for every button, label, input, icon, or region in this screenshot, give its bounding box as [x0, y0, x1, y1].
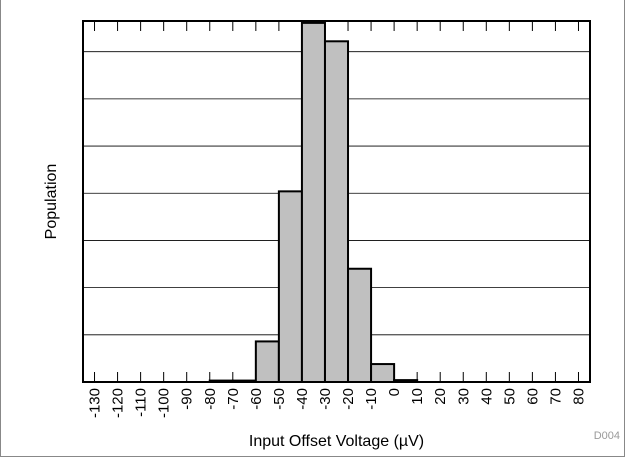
- x-tick-label-3: -100: [156, 388, 173, 418]
- x-tick-label-6: -70: [225, 388, 242, 410]
- plot-area-border: [82, 20, 591, 383]
- x-tick-label-18: 50: [501, 388, 518, 405]
- x-tick-label-21: 80: [570, 388, 587, 405]
- x-tick-label-15: 20: [432, 388, 449, 405]
- bar-5: [323, 40, 350, 383]
- x-tick-label-4: -90: [179, 388, 196, 410]
- x-tick-label-10: -30: [317, 388, 334, 410]
- figure-id-label: D004: [594, 430, 620, 442]
- x-tick-label-2: -110: [133, 388, 150, 417]
- x-tick-label-16: 30: [455, 388, 472, 405]
- x-axis-tick-labels: -130 -120 -110 -100 -90 -80 -70 -60 -50 -40 -30 -20…: [87, 388, 588, 418]
- x-tick-label-12: -10: [363, 388, 380, 410]
- x-tick-label-5: -80: [202, 388, 219, 410]
- x-tick-label-7: -60: [248, 388, 265, 410]
- x-axis-ticks: [94, 21, 579, 382]
- x-tick-label-8: -50: [271, 388, 288, 410]
- bars: [208, 21, 419, 384]
- x-tick-label-13: 0: [386, 388, 403, 396]
- bar-4: [300, 21, 326, 384]
- x-tick-label-1: -120: [110, 388, 127, 418]
- x-tick-label-19: 60: [524, 388, 541, 405]
- x-tick-label-17: 40: [478, 388, 495, 405]
- bar-6: [347, 267, 373, 383]
- x-tick-label-11: -20: [340, 388, 357, 410]
- y-axis-title: Population: [43, 164, 60, 240]
- x-tick-label-0: -130: [87, 388, 104, 418]
- bar-7: [370, 363, 396, 383]
- x-tick-label-9: -40: [294, 388, 311, 410]
- x-tick-label-14: 10: [409, 388, 426, 405]
- bar-3: [277, 190, 303, 383]
- x-tick-label-20: 70: [547, 388, 564, 405]
- x-axis-title: Input Offset Voltage (µV): [249, 433, 424, 450]
- bar-2: [254, 340, 280, 383]
